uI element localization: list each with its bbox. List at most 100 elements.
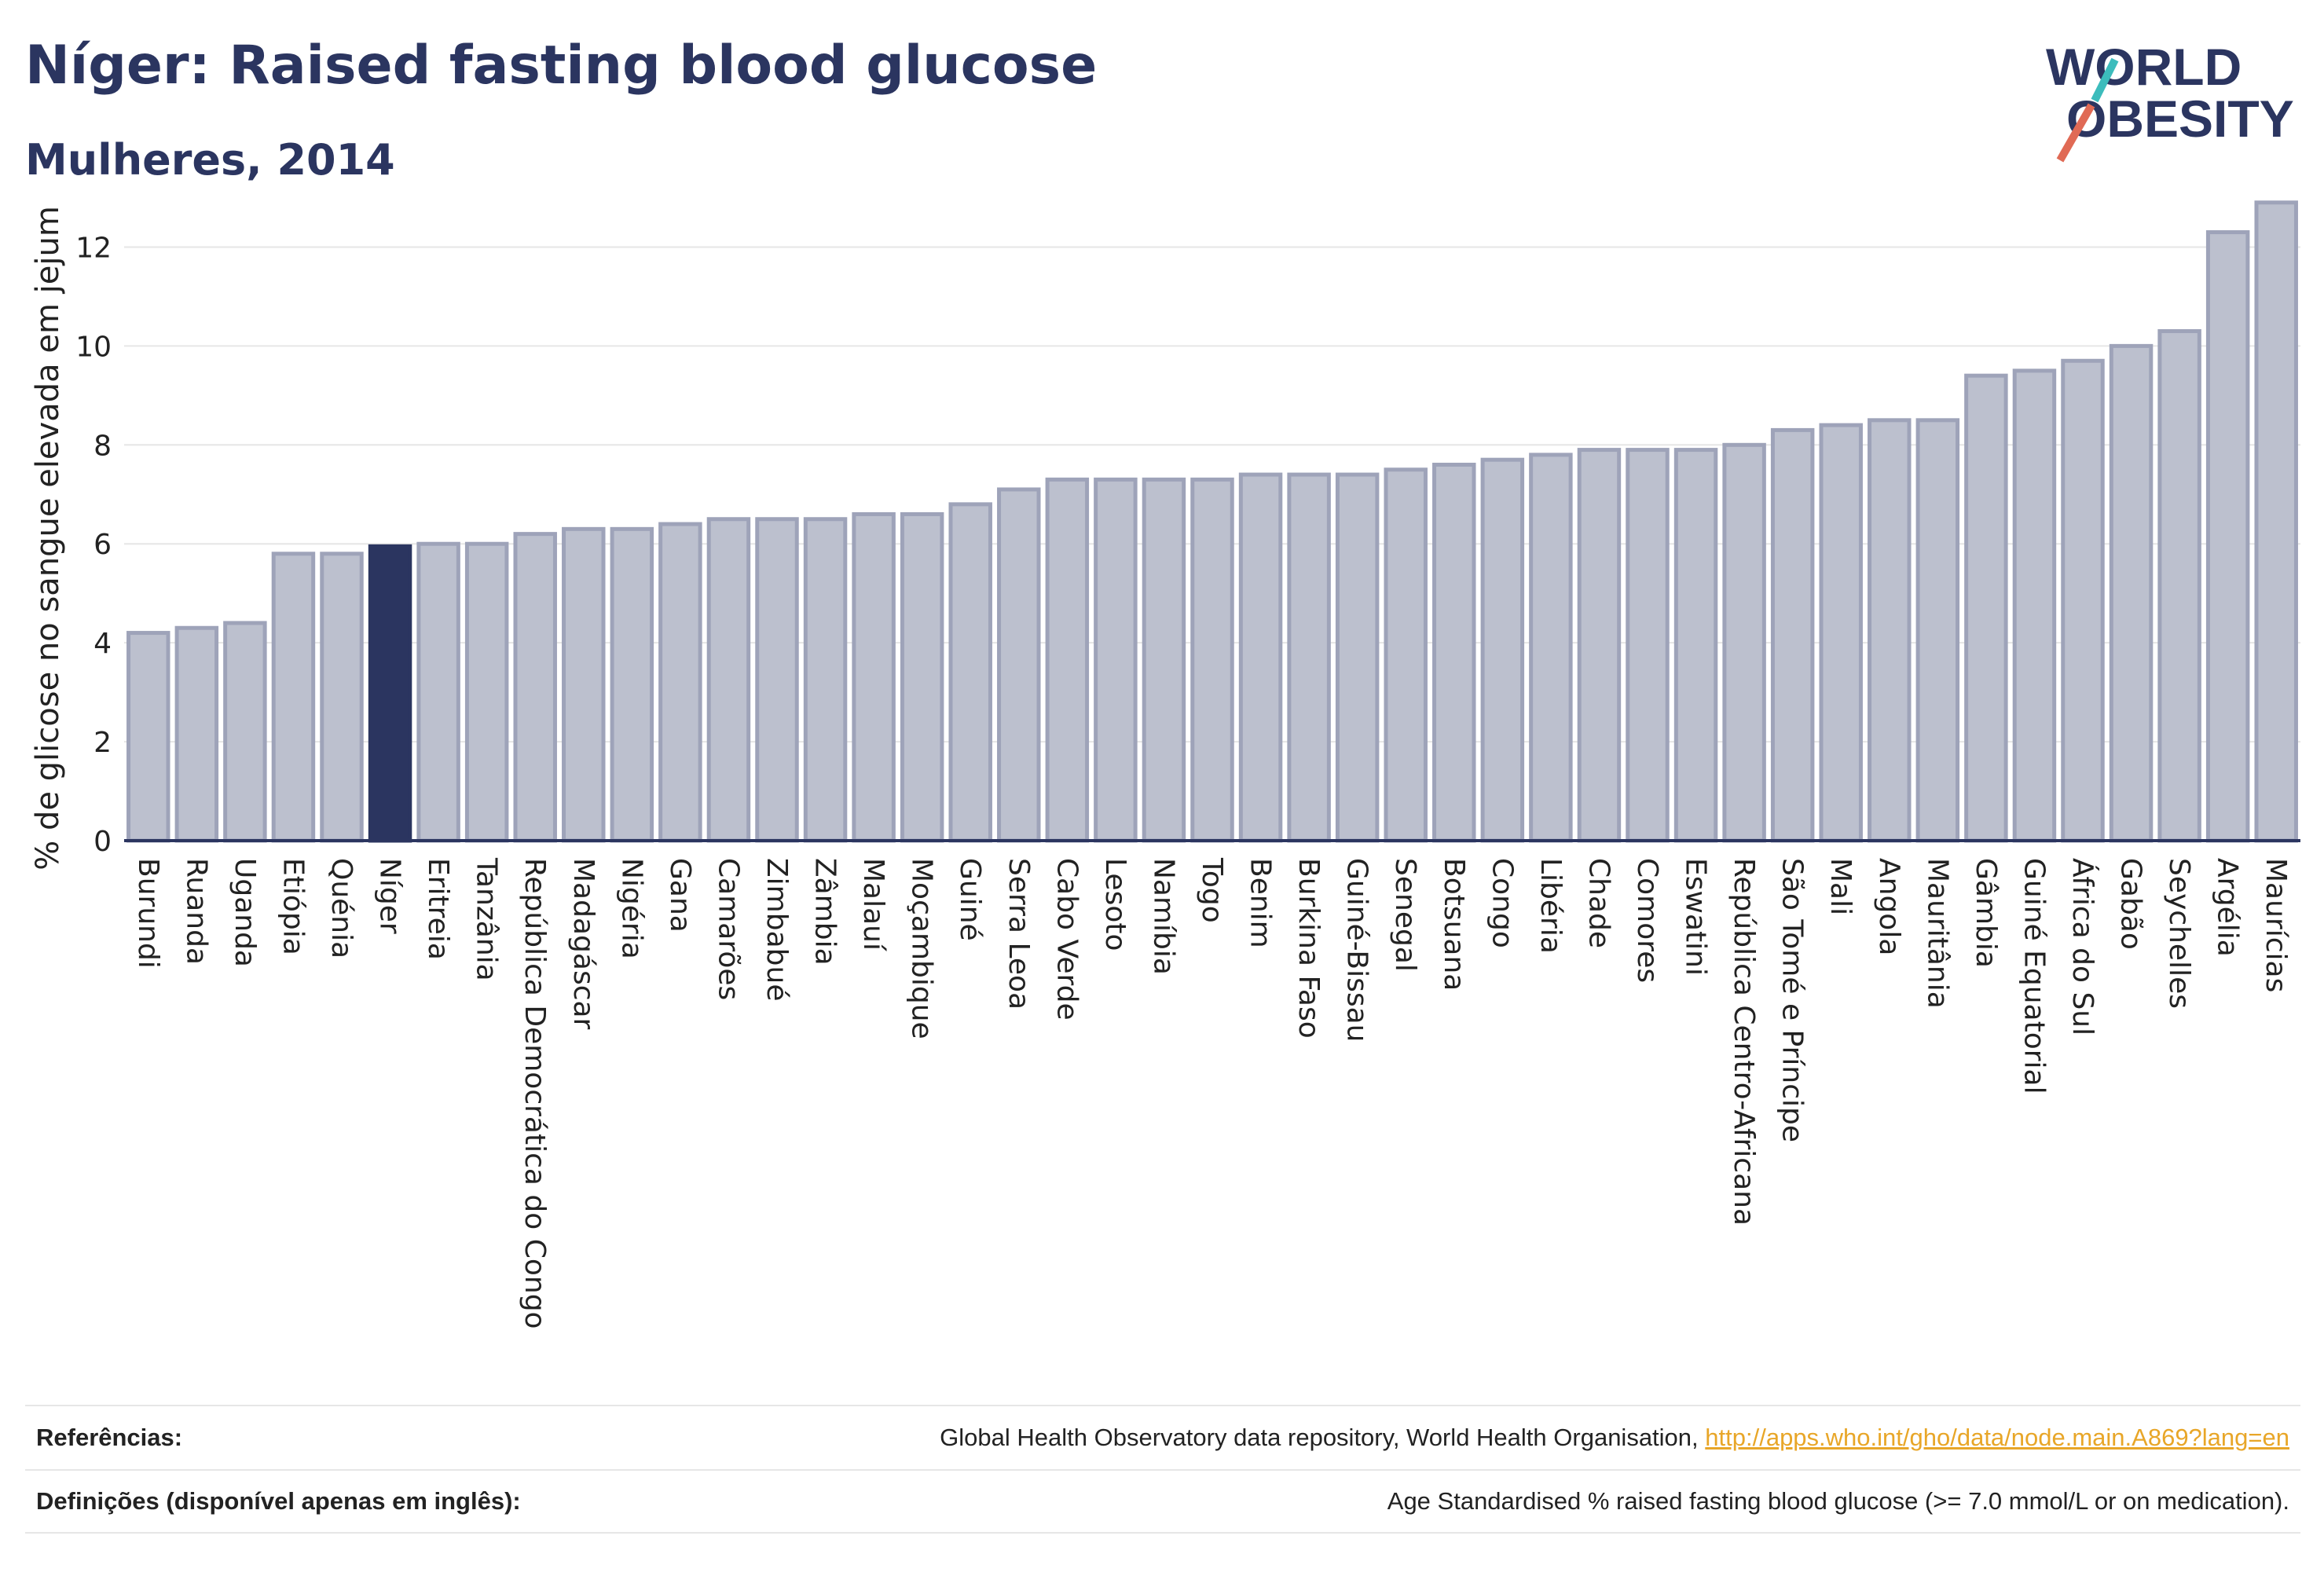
- x-tick-label: Guiné-Bissau: [1341, 858, 1373, 1042]
- bar: [223, 621, 267, 843]
- references-link[interactable]: http://apps.who.int/gho/data/node.main.A…: [1705, 1424, 2289, 1451]
- x-tick-label: Maurícias: [2260, 858, 2292, 992]
- y-tick-label: 6: [93, 529, 112, 561]
- bar: [1529, 453, 1573, 843]
- logo-slash-teal: [2091, 57, 2119, 103]
- x-tick-label: Congo: [1486, 858, 1518, 948]
- bar: [1577, 448, 1622, 843]
- y-tick-label: 10: [75, 331, 112, 363]
- bar: [2157, 328, 2201, 843]
- y-tick-label: 0: [93, 826, 112, 858]
- x-tick-label: São Tomé e Príncipe: [1776, 858, 1809, 1142]
- x-tick-label: Gana: [664, 858, 696, 933]
- bar: [1432, 462, 1476, 843]
- y-tick-label: 12: [75, 232, 112, 264]
- x-tick-label: Mali: [1824, 858, 1857, 915]
- bar: [2254, 200, 2298, 843]
- x-tick-label: Eritreia: [422, 858, 454, 960]
- x-tick-label: Lesoto: [1099, 858, 1131, 951]
- x-tick-label: Quénia: [325, 858, 357, 958]
- chart-subtitle: Mulheres, 2014: [25, 135, 395, 185]
- x-tick-label: Guiné: [954, 858, 986, 941]
- x-tick-label: Namíbia: [1147, 858, 1179, 975]
- x-tick-label: Malauí: [857, 858, 889, 951]
- definitions-text: Age Standardised % raised fasting blood …: [1387, 1487, 2289, 1515]
- bar: [1190, 477, 1234, 843]
- x-tick-label: Senegal: [1389, 858, 1421, 972]
- x-tick-label: Uganda: [229, 858, 261, 967]
- bar: [706, 517, 751, 843]
- bar: [803, 517, 848, 843]
- bar: [1770, 427, 1815, 843]
- x-tick-label: Cabo Verde: [1050, 858, 1083, 1021]
- bar: [1480, 457, 1525, 843]
- bar: [1819, 423, 1863, 843]
- bar: [513, 532, 557, 843]
- x-tick-label: Mauritânia: [1921, 858, 1953, 1009]
- x-tick-label: Botsuana: [1438, 858, 1470, 991]
- bar: [948, 502, 992, 843]
- definitions-row: Definições (disponível apenas em inglês)…: [25, 1469, 2300, 1534]
- bar: [900, 511, 944, 843]
- y-tick-label: 2: [93, 727, 112, 759]
- x-tick-label: Seychelles: [2163, 858, 2195, 1009]
- bar: [1964, 373, 2008, 843]
- bar: [271, 552, 316, 843]
- x-tick-label: Libéria: [1534, 858, 1567, 954]
- x-tick-label: Camarões: [712, 858, 744, 1000]
- x-tick-label: Ruanda: [180, 858, 212, 965]
- x-tick-label: Chade: [1582, 858, 1615, 948]
- bar: [1045, 477, 1090, 843]
- bar: [1722, 442, 1766, 843]
- x-tick-label: Gabão: [2115, 858, 2147, 950]
- x-tick-label: Nigéria: [615, 858, 647, 959]
- bar: [1238, 472, 1283, 843]
- x-tick-label: Benim: [1244, 858, 1277, 948]
- bar: [320, 552, 364, 843]
- logo-slash-red: [2056, 103, 2095, 163]
- bar: [2205, 230, 2250, 843]
- x-tick-label: República Centro-Africana: [1728, 858, 1760, 1226]
- y-tick-label: 8: [93, 430, 112, 462]
- bar: [1335, 472, 1380, 843]
- bar: [1915, 418, 1960, 843]
- bar: [1384, 467, 1428, 843]
- x-tick-label: Moçambique: [906, 858, 938, 1039]
- bar: [852, 511, 896, 843]
- bar: [997, 487, 1041, 843]
- x-tick-label: Gâmbia: [1970, 858, 2002, 968]
- bar: [1868, 418, 1912, 843]
- references-label: Referências:: [36, 1424, 183, 1451]
- logo-line-2: OBESITY: [2066, 90, 2294, 148]
- x-tick-label: Etiópia: [277, 858, 309, 955]
- world-obesity-logo: WORLD OBESITY: [2046, 38, 2294, 163]
- x-tick-label: África do Sul: [2066, 858, 2099, 1035]
- references-value: Global Health Observatory data repositor…: [940, 1424, 2289, 1452]
- bar: [2109, 343, 2154, 843]
- bar: [1673, 448, 1718, 843]
- x-tick-label: Níger: [374, 858, 406, 934]
- bar: [1094, 477, 1138, 843]
- bar: [610, 526, 654, 843]
- x-tick-label: Zâmbia: [809, 858, 841, 966]
- x-tick-label: Eswatini: [1680, 858, 1712, 976]
- x-tick-label: Burkina Faso: [1292, 858, 1325, 1039]
- references-text: Global Health Observatory data repositor…: [940, 1424, 1699, 1451]
- logo-line-1: WORLD: [2046, 38, 2242, 96]
- bar: [126, 631, 170, 843]
- references-table: Referências: Global Health Observatory d…: [25, 1405, 2300, 1534]
- x-tick-label: Comores: [1631, 858, 1663, 983]
- x-tick-label: Madagáscar: [567, 858, 599, 1030]
- bar: [755, 517, 799, 843]
- bar: [1287, 472, 1331, 843]
- x-tick-label: Serra Leoa: [1003, 858, 1035, 1010]
- bar-chart: 0 2 4 6 8 10 12 % de glicose no sangue elevada …: [30, 200, 2300, 1329]
- definitions-label: Definições (disponível apenas em inglês)…: [36, 1487, 521, 1515]
- bar: [1142, 477, 1186, 843]
- x-tick-label: Angola: [1873, 858, 1905, 955]
- x-tick-label: Togo: [1196, 857, 1228, 923]
- y-tick-label: 4: [93, 628, 112, 660]
- y-axis-title: % de glicose no sangue elevada em jejum: [30, 206, 66, 870]
- bar: [2061, 358, 2105, 843]
- bar: [464, 541, 509, 843]
